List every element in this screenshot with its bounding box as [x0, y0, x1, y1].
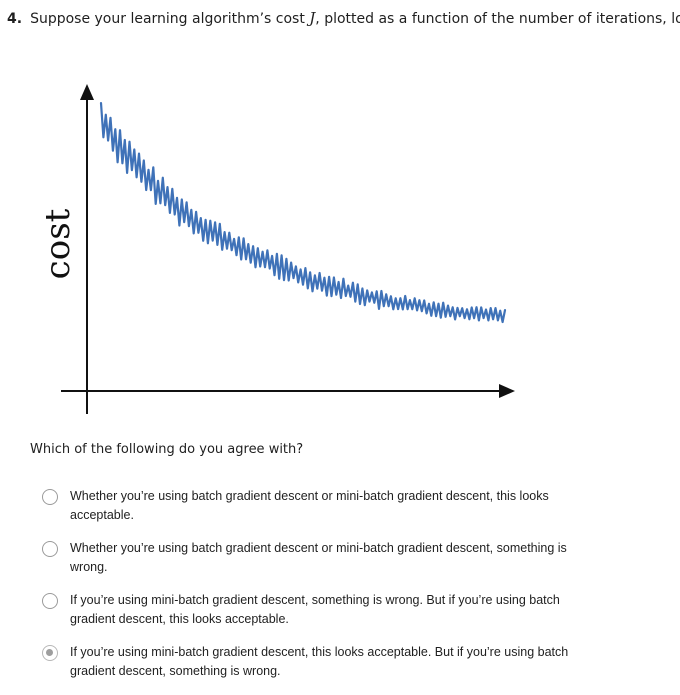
option-2-label: Whether you’re using batch gradient desc…	[70, 541, 567, 574]
cost-chart: cost	[38, 84, 515, 414]
option-3-radio[interactable]	[42, 593, 58, 609]
option-1-label: Whether you’re using batch gradient desc…	[70, 489, 549, 522]
option-1[interactable]: Whether you’re using batch gradient desc…	[42, 487, 602, 525]
option-2-radio[interactable]	[42, 541, 58, 557]
question-text-before: Suppose your learning algorithm’s cost	[30, 11, 310, 27]
math-symbol-j: J	[309, 9, 316, 27]
question-header: 4. Suppose your learning algorithm’s cost…	[7, 9, 680, 28]
x-axis-arrow-icon	[499, 384, 515, 398]
y-axis-label: cost	[38, 208, 78, 279]
answer-options: Whether you’re using batch gradient desc…	[42, 487, 602, 695]
cost-curve-series	[99, 102, 507, 324]
prompt: Which of the following do you agree with…	[30, 442, 304, 457]
option-2[interactable]: Whether you’re using batch gradient desc…	[42, 539, 602, 577]
option-4[interactable]: If you’re using mini-batch gradient desc…	[42, 643, 602, 681]
option-4-label: If you’re using mini-batch gradient desc…	[70, 645, 569, 678]
option-3[interactable]: If you’re using mini-batch gradient desc…	[42, 591, 602, 629]
option-1-radio[interactable]	[42, 489, 58, 505]
question-text-after: , plotted as a function of the number of…	[315, 11, 680, 27]
question-number: 4.	[7, 11, 23, 27]
option-3-label: If you’re using mini-batch gradient desc…	[70, 593, 560, 626]
cost-figure: cost	[35, 78, 525, 423]
y-axis-arrow-icon	[80, 84, 94, 100]
option-4-radio[interactable]	[42, 645, 58, 661]
